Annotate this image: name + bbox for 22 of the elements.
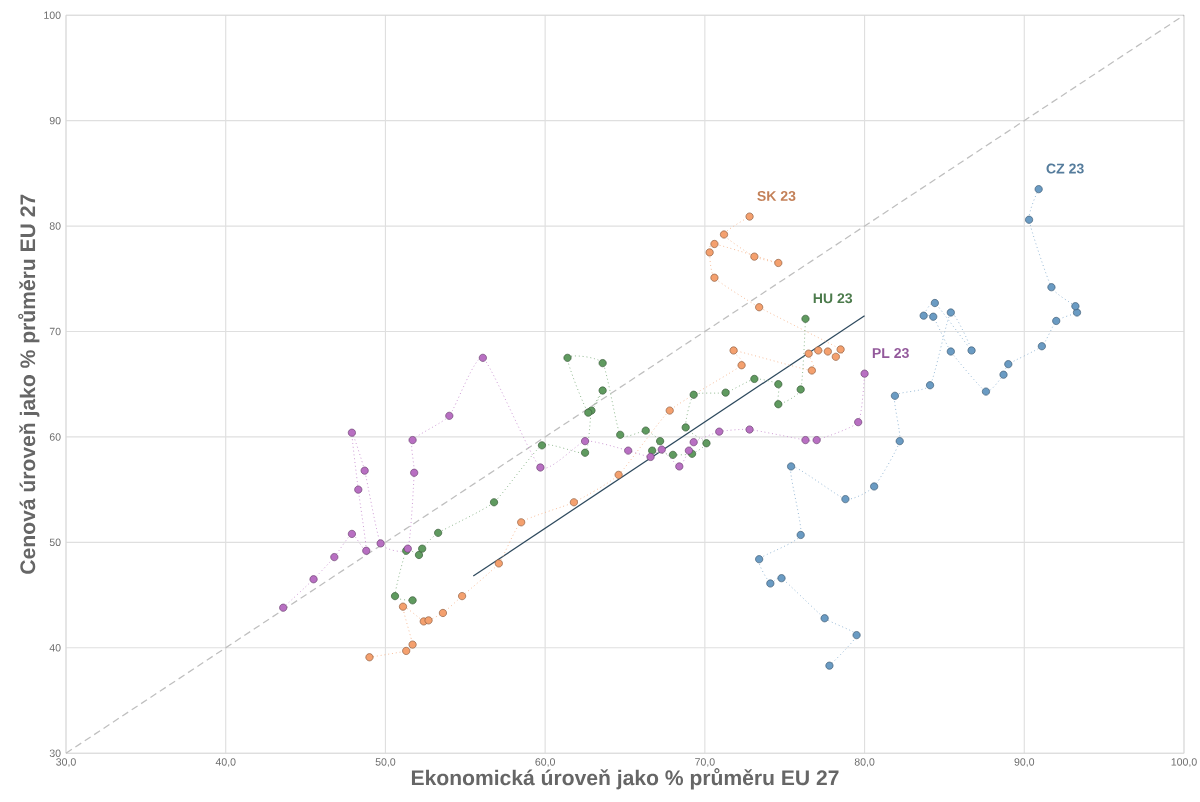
x-tick-label: 30,0 (56, 758, 76, 767)
x-tick-label: 50,0 (375, 758, 396, 767)
series-label: HU 23 (813, 293, 853, 304)
x-tick-label: 90,0 (1014, 758, 1035, 767)
series-label: CZ 23 (1046, 163, 1084, 174)
x-tick-label: 80,0 (854, 758, 875, 767)
x-axis-title: Ekonomická úroveň jako % průměru EU 27 (411, 768, 839, 790)
y-tick-label: 70 (49, 327, 61, 336)
x-tick-label: 40,0 (215, 758, 236, 767)
y-tick-label: 60 (49, 433, 61, 441)
x-tick-label: 60,0 (535, 758, 555, 767)
y-tick-label: 50 (49, 538, 61, 547)
y-tick-label: 80 (49, 222, 61, 230)
x-tick-label: 100,0 (1171, 758, 1197, 767)
y-tick-label: 40 (49, 644, 61, 652)
x-tick-label: 70,0 (695, 758, 715, 767)
y-axis-title: Cenová úroveň jako % průměru EU 27 (18, 194, 40, 574)
y-tick-label: 90 (49, 116, 61, 125)
series-label: SK 23 (757, 191, 796, 201)
y-tick-label: 30 (49, 749, 61, 757)
y-tick-label: 100 (44, 11, 61, 19)
series-label: PL 23 (872, 348, 909, 359)
